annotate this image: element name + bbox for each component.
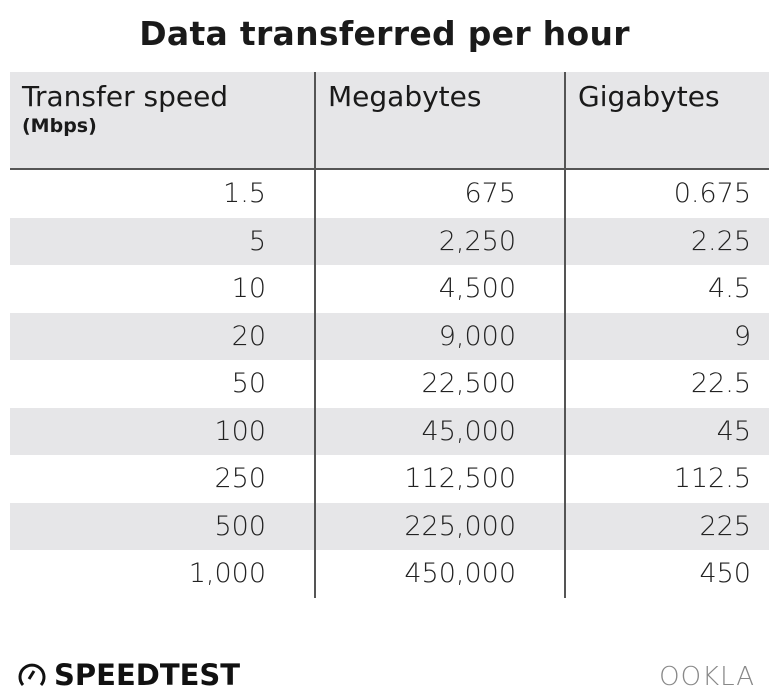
cell-megabytes: 9,000 [314, 312, 565, 360]
speedtest-logo: SPEEDTEST [18, 658, 240, 692]
cell-gigabytes: 2.25 [564, 217, 769, 265]
table-row: 50 22,500 22.5 [10, 360, 769, 408]
cell-gigabytes: 45 [564, 407, 769, 455]
cell-speed: 10 [231, 273, 266, 305]
cell-speed: 5 [10, 217, 315, 265]
table-row: 500 225,000 225 [10, 502, 769, 550]
cell-megabytes: 112,500 [314, 455, 565, 503]
cell-megabytes: 225,000 [314, 502, 565, 550]
header-row: Transfer speed (Mbps) Megabytes Gigabytes [10, 72, 769, 170]
table-row: 10 4,500 4.5 [10, 265, 769, 313]
table-row: 5 2,250 2.25 [10, 217, 769, 265]
cell-speed: 1.5 [223, 178, 266, 210]
cell-megabytes: 4,500 [314, 265, 565, 313]
cell-speed: 20 [10, 312, 315, 360]
ookla-logo: OOKLA [659, 662, 755, 692]
col-label: Transfer speed [22, 80, 229, 113]
cell-speed: 50 [231, 368, 266, 400]
cell-gigabytes: 450 [564, 550, 769, 598]
speedometer-icon [18, 663, 46, 686]
cell-speed: 250 [214, 463, 266, 495]
col-header-gigabytes: Gigabytes [564, 72, 769, 170]
speedtest-wordmark: SPEEDTEST [54, 658, 241, 692]
cell-megabytes: 45,000 [314, 407, 565, 455]
data-table: Transfer speed (Mbps) Megabytes Gigabytes… [10, 72, 769, 598]
cell-gigabytes: 22.5 [564, 360, 769, 408]
table-row: 1.5 675 0.675 [10, 169, 769, 218]
cell-gigabytes: 225 [564, 502, 769, 550]
cell-gigabytes: 112.5 [564, 455, 769, 503]
cell-speed: 100 [10, 407, 315, 455]
table-row: 100 45,000 45 [10, 407, 769, 455]
cell-gigabytes: 4.5 [564, 265, 769, 313]
cell-speed: 500 [10, 502, 315, 550]
cell-gigabytes: 0.675 [564, 169, 769, 218]
col-header-megabytes: Megabytes [314, 72, 565, 170]
page-title: Data transferred per hour [139, 14, 630, 53]
cell-megabytes: 675 [314, 169, 565, 218]
table-row: 20 9,000 9 [10, 312, 769, 360]
cell-megabytes: 450,000 [314, 550, 565, 598]
table-row: 1,000 450,000 450 [10, 550, 769, 598]
cell-gigabytes: 9 [564, 312, 769, 360]
cell-speed: 1,000 [188, 558, 266, 590]
cell-megabytes: 22,500 [314, 360, 565, 408]
col-header-speed: Transfer speed (Mbps) [10, 72, 315, 170]
col-sublabel: (Mbps) [22, 115, 97, 137]
table-row: 250 112,500 112.5 [10, 455, 769, 503]
cell-megabytes: 2,250 [314, 217, 565, 265]
